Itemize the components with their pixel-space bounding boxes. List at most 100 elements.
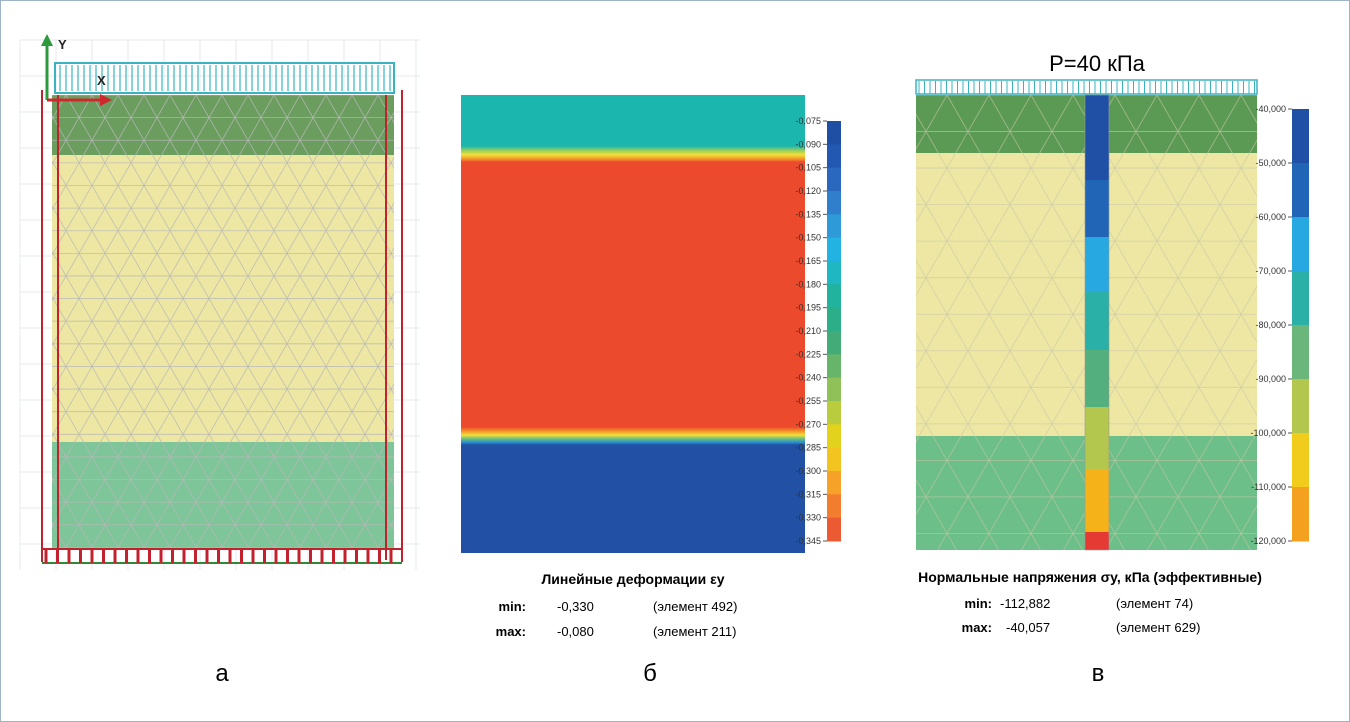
- scale-tick-label: -0,090: [795, 139, 821, 149]
- scale-segment: [827, 307, 841, 332]
- scale-tick-label: -70,000: [1255, 266, 1286, 276]
- scale-tick-label: -50,000: [1255, 158, 1286, 168]
- scale-tick-label: -0,255: [795, 396, 821, 406]
- scale-tick-label: -0,120: [795, 186, 821, 196]
- scale-tick-label: -0,240: [795, 373, 821, 383]
- stress-column-segment: [1085, 469, 1109, 532]
- stress-min-value: -112,882: [1000, 596, 1050, 611]
- axis-x-label: X: [97, 73, 106, 88]
- scale-segment: [1292, 217, 1309, 272]
- scale-tick-label: -0,345: [795, 536, 821, 546]
- load-label: P=40 кПа: [1049, 51, 1146, 76]
- strain-max-value: -0,080: [557, 624, 594, 639]
- strain-middle-region: [461, 162, 805, 428]
- scale-tick-label: -90,000: [1255, 374, 1286, 384]
- stress-min-label: min:: [965, 596, 992, 611]
- scale-segment: [1292, 487, 1309, 542]
- scale-segment: [1292, 433, 1309, 488]
- strain-max-label: max:: [496, 624, 526, 639]
- stress-column-segment: [1085, 95, 1109, 180]
- load-box: [54, 62, 395, 94]
- mesh-lines: [52, 95, 394, 550]
- panel-c: P=40 кПа -40,000 -50,000 -60,000 -70,000 -80…: [915, 51, 1309, 687]
- strain-min-label: min:: [499, 599, 526, 614]
- scale-segment: [827, 121, 841, 145]
- scale-segment: [1292, 271, 1309, 326]
- scale-segment: [827, 517, 841, 542]
- finite-element-mesh: [52, 95, 394, 550]
- strain-top-region: [461, 95, 805, 147]
- scale-tick-label: -0,210: [795, 326, 821, 336]
- surface-load: [54, 62, 395, 94]
- scale-tick-label: -0,300: [795, 466, 821, 476]
- scale-tick-label: -0,270: [795, 419, 821, 429]
- stress-max-element: (элемент 629): [1116, 620, 1200, 635]
- scale-segment: [827, 424, 841, 449]
- scale-segment: [827, 331, 841, 355]
- scale-tick-label: -0,180: [795, 279, 821, 289]
- scale-tick-label: -0,225: [795, 349, 821, 359]
- scale-tick-label: -0,315: [795, 489, 821, 499]
- scale-segment: [827, 377, 841, 402]
- stress-column-segment: [1085, 180, 1109, 237]
- scale-tick-label: -0,195: [795, 303, 821, 313]
- stress-column-segment: [1085, 532, 1109, 550]
- caption-a: а: [215, 660, 229, 687]
- scale-tick-label: -100,000: [1250, 428, 1286, 438]
- scale-tick-label: -0,075: [795, 116, 821, 126]
- stress-column-outline: [1084, 94, 1110, 551]
- axis-y-label: Y: [58, 37, 67, 52]
- strain-transition-top: [461, 146, 805, 162]
- scale-segment: [827, 214, 841, 239]
- finite-element-mesh: [916, 95, 1257, 550]
- scale-tick-label: -120,000: [1250, 536, 1286, 546]
- scale-tick-label: -40,000: [1255, 104, 1286, 114]
- scale-segment: [827, 144, 841, 169]
- scale-tick-label: -80,000: [1255, 320, 1286, 330]
- scale-tick-label: -0,165: [795, 256, 821, 266]
- caption-c: в: [1092, 660, 1105, 687]
- scale-tick-label: -0,150: [795, 233, 821, 243]
- strain-transition-bottom: [461, 427, 805, 445]
- load-box: [915, 79, 1258, 95]
- strain-max-element: (элемент 211): [653, 624, 736, 639]
- stress-min-element: (элемент 74): [1116, 596, 1193, 611]
- scale-segment: [827, 237, 841, 262]
- scale-segment: [827, 471, 841, 495]
- surface-load: [915, 79, 1258, 95]
- stress-max-label: max:: [962, 620, 992, 635]
- stress-color-scale: -40,000 -50,000 -60,000 -70,000 -80,000 -90,0…: [1250, 104, 1309, 546]
- mesh-lines: [916, 95, 1257, 550]
- scale-segment: [827, 284, 841, 309]
- strain-color-scale: -0,075 -0,090 -0,105 -0,120 -0,135 -0,150 -0,1…: [795, 116, 841, 546]
- scale-segment: [827, 354, 841, 379]
- stress-title: Нормальные напряжения σy, кПа (эффективн…: [918, 569, 1262, 585]
- scale-segment: [827, 447, 841, 472]
- scale-segment: [827, 191, 841, 215]
- caption-b: б: [643, 660, 657, 687]
- scale-tick-label: -0,135: [795, 209, 821, 219]
- scale-segment: [1292, 325, 1309, 380]
- scale-tick-label: -0,330: [795, 513, 821, 523]
- stress-max-value: -40,057: [1006, 620, 1050, 635]
- strain-title: Линейные деформации εy: [541, 571, 724, 587]
- scale-segment: [827, 261, 841, 285]
- strain-min-value: -0,330: [557, 599, 594, 614]
- scale-tick-label: -60,000: [1255, 212, 1286, 222]
- panel-a: Y X а: [19, 34, 420, 687]
- scale-segment: [827, 401, 841, 425]
- stress-column: [1084, 94, 1110, 551]
- coordinate-axes: Y X: [41, 34, 112, 106]
- stress-column-segment: [1085, 350, 1109, 407]
- stress-column-segment: [1085, 407, 1109, 469]
- scale-segment: [827, 167, 841, 192]
- scale-segment: [1292, 109, 1309, 164]
- scale-segment: [1292, 163, 1309, 218]
- scale-segment: [827, 494, 841, 519]
- stress-column-segment: [1085, 292, 1109, 350]
- strain-min-element: (элемент 492): [653, 599, 737, 614]
- scale-tick-label: -0,285: [795, 443, 821, 453]
- stress-column-segment: [1085, 237, 1109, 292]
- strain-bottom-region: [461, 445, 805, 553]
